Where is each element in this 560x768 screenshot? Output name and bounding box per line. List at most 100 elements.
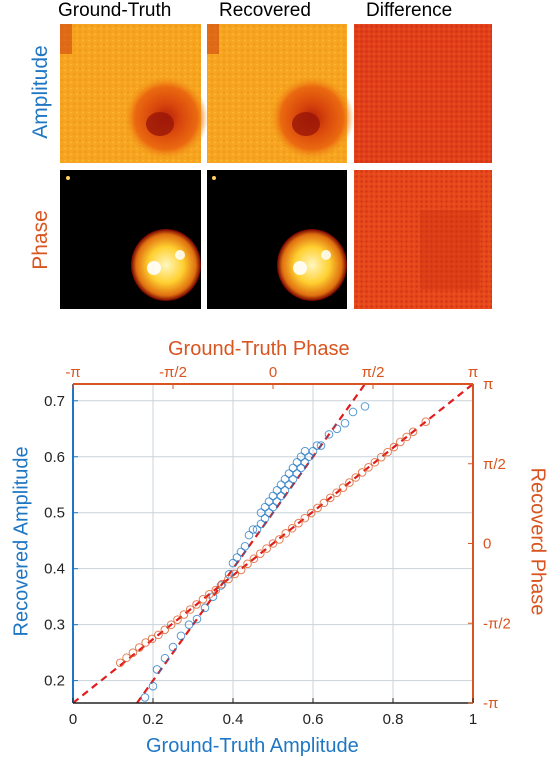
phase-point bbox=[370, 457, 380, 467]
phase-point bbox=[122, 653, 131, 663]
amplitude-point bbox=[200, 603, 210, 613]
amplitude-point bbox=[264, 497, 274, 506]
x-tick-label: 0.2 bbox=[143, 711, 164, 728]
x-tick-label: 1 bbox=[469, 711, 477, 728]
amplitude-point bbox=[272, 486, 282, 495]
phase-point bbox=[154, 630, 163, 640]
amplitude-point bbox=[280, 474, 290, 484]
right-tick-label: 0 bbox=[483, 536, 491, 553]
amplitude-point bbox=[300, 446, 310, 456]
y-tick-label: 0.5 bbox=[44, 505, 65, 522]
phase-point bbox=[135, 643, 144, 652]
phase-point bbox=[313, 503, 322, 513]
phase-recovered-image bbox=[207, 170, 347, 309]
amplitude-point bbox=[312, 441, 322, 450]
amplitude-point bbox=[288, 474, 298, 484]
right-tick-label: -π bbox=[483, 695, 498, 712]
amplitude-ground-truth-image bbox=[60, 24, 208, 163]
phase-point bbox=[357, 468, 367, 477]
amplitude-point bbox=[244, 530, 254, 540]
amplitude-point bbox=[284, 480, 294, 490]
y-tick-label: 0.7 bbox=[44, 393, 65, 410]
amplitude-point bbox=[152, 665, 162, 674]
phase-point bbox=[179, 610, 189, 619]
phase-point bbox=[128, 648, 138, 657]
amplitude-point bbox=[268, 491, 278, 501]
phase-difference-image bbox=[354, 170, 492, 309]
amplitude-point bbox=[252, 525, 262, 534]
amplitude-point bbox=[300, 458, 310, 467]
phase-point bbox=[224, 574, 233, 584]
top-tick-label: -π/2 bbox=[159, 364, 187, 381]
amplitude-point bbox=[140, 693, 150, 702]
phase-point bbox=[383, 447, 392, 457]
amplitude-point bbox=[292, 469, 302, 478]
amplitude-point bbox=[360, 402, 370, 411]
phase-point bbox=[115, 658, 125, 668]
phase-ground-truth-image bbox=[60, 170, 201, 309]
phase-point bbox=[160, 625, 170, 635]
phase-point bbox=[249, 554, 259, 564]
amplitude-point bbox=[292, 458, 302, 467]
amplitude-identity-line bbox=[136, 383, 366, 704]
col-header-ground-truth: Ground-Truth bbox=[58, 0, 172, 21]
phase-point bbox=[389, 442, 399, 452]
amplitude-point bbox=[340, 418, 350, 428]
amplitude-point bbox=[276, 491, 286, 501]
phase-point bbox=[338, 483, 348, 492]
amplitude-point bbox=[260, 514, 270, 523]
col-header-recovered: Recovered bbox=[219, 0, 311, 21]
amplitude-point bbox=[324, 430, 334, 439]
right-tick-label: -π/2 bbox=[483, 615, 511, 632]
y-tick-label: 0.6 bbox=[44, 449, 65, 466]
phase-point bbox=[408, 427, 418, 437]
amplitude-point bbox=[288, 463, 298, 473]
phase-point bbox=[332, 488, 341, 498]
top-tick-label: π bbox=[468, 364, 478, 381]
phase-point bbox=[141, 638, 150, 647]
phase-point bbox=[306, 508, 316, 518]
phase-point bbox=[255, 549, 265, 558]
phase-point bbox=[294, 518, 303, 528]
amplitude-point bbox=[232, 553, 242, 562]
y-tick-label: 0.3 bbox=[44, 617, 65, 634]
amplitude-point bbox=[192, 614, 202, 624]
phase-point bbox=[421, 417, 431, 426]
phase-point bbox=[185, 605, 195, 614]
phase-point bbox=[319, 498, 329, 508]
amplitude-point bbox=[184, 620, 194, 629]
y-tick-label: 0.2 bbox=[44, 673, 65, 690]
phase-point bbox=[173, 615, 182, 624]
chart-axes: 0 0.2 0.4 0.6 0.8 10.20.30.40.50.60.7-π -π/2 0 π… bbox=[44, 364, 511, 728]
amplitude-point bbox=[296, 463, 306, 473]
y-tick-label: 0.4 bbox=[44, 561, 65, 578]
amplitude-point bbox=[240, 541, 250, 551]
phase-point bbox=[402, 432, 411, 442]
amplitude-point bbox=[280, 486, 290, 495]
amplitude-point bbox=[248, 525, 258, 534]
top-tick-label: -π bbox=[65, 364, 80, 381]
amplitude-point bbox=[260, 502, 270, 512]
phase-point bbox=[230, 569, 240, 579]
phase-point bbox=[243, 559, 252, 569]
amplitude-point bbox=[272, 497, 282, 506]
amplitude-point bbox=[276, 480, 286, 490]
amplitude-point bbox=[160, 653, 170, 663]
amplitude-point bbox=[216, 581, 226, 590]
x-tick-label: 0.4 bbox=[223, 711, 244, 728]
phase-point bbox=[345, 478, 354, 487]
phase-point bbox=[192, 600, 201, 609]
phase-point bbox=[205, 589, 214, 599]
phase-point bbox=[262, 544, 271, 553]
phase-point bbox=[351, 473, 361, 482]
phase-point bbox=[268, 539, 278, 548]
phase-point bbox=[275, 535, 284, 544]
amplitude-point bbox=[304, 452, 314, 462]
phase-point bbox=[287, 523, 297, 533]
x-tick-label: 0.8 bbox=[383, 711, 404, 728]
amplitude-point bbox=[168, 642, 178, 652]
amplitude-difference-image bbox=[354, 24, 492, 163]
amplitude-point bbox=[348, 407, 358, 417]
phase-point bbox=[236, 565, 246, 575]
